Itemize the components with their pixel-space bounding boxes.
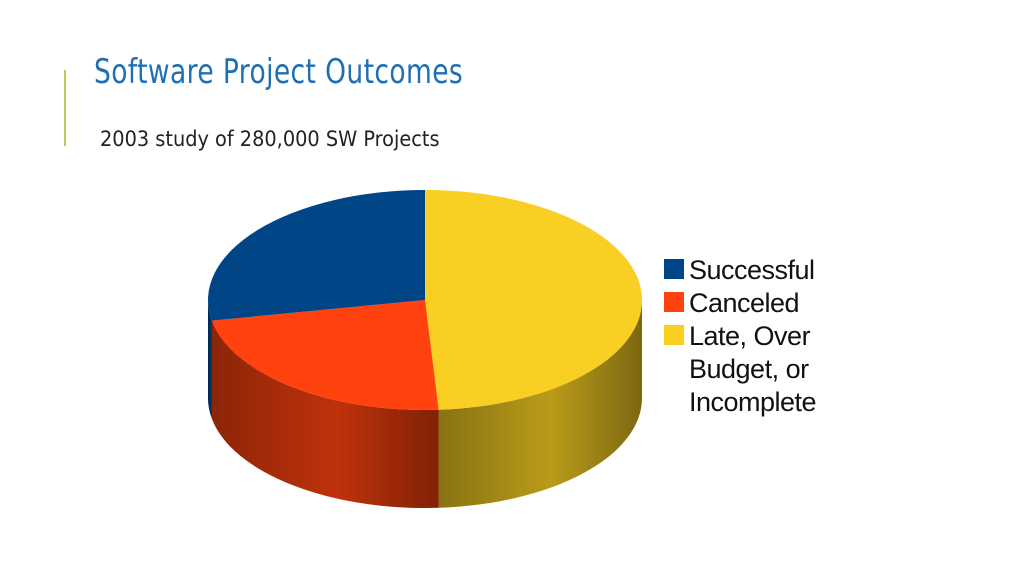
legend-item-canceled: Canceled xyxy=(664,287,864,320)
legend-label-late: Late, Over Budget, or Incomplete xyxy=(689,321,817,417)
legend-swatch-late xyxy=(664,325,684,345)
pie-side-shade-late xyxy=(438,300,642,508)
pie-side-shade-successful xyxy=(208,300,212,419)
title-accent-bar xyxy=(64,70,66,146)
pie-side-shade-canceled xyxy=(211,320,439,508)
pie-slice-late xyxy=(425,190,642,410)
legend-label-successful: Successful xyxy=(689,255,815,285)
legend-item-successful: Successful xyxy=(664,254,864,287)
slide-subtitle: 2003 study of 280,000 SW Projects xyxy=(100,127,440,151)
pie-sides xyxy=(208,300,642,508)
legend-swatch-successful xyxy=(664,259,684,279)
pie-slice-successful xyxy=(208,189,425,321)
legend-swatch-canceled xyxy=(664,292,684,312)
pie-tops xyxy=(208,189,642,410)
slide-title: Software Project Outcomes xyxy=(94,52,464,92)
legend-label-canceled: Canceled xyxy=(689,288,800,318)
chart-legend: Successful Canceled Late, Over Budget, o… xyxy=(664,254,864,419)
pie-slice-canceled xyxy=(211,300,439,410)
legend-item-late: Late, Over Budget, or Incomplete xyxy=(664,320,864,419)
